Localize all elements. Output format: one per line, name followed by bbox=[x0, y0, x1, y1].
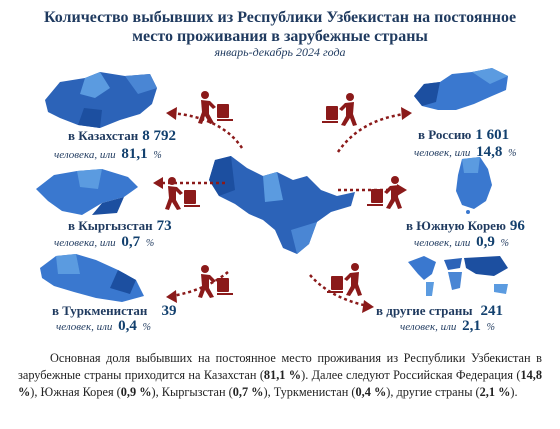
kazakhstan-share: человека, или 81,1 % bbox=[54, 146, 162, 163]
arrow-to-kazakhstan bbox=[171, 111, 244, 149]
other-name: в другие страны bbox=[376, 303, 473, 318]
kyrgyzstan-label: в Кыргызстан 73 bbox=[68, 218, 172, 235]
russia-map bbox=[414, 68, 508, 110]
title-line-1: Количество выбывших из Республики Узбеки… bbox=[43, 9, 517, 26]
para-text-2: ). Далее следуют Российская Федерация ( bbox=[301, 368, 521, 382]
para-bold-5: 0,4 % bbox=[355, 385, 387, 399]
other-pct: 2,1 bbox=[462, 318, 481, 334]
para-text-5: ), Туркменистан ( bbox=[263, 385, 356, 399]
russia-unit: % bbox=[508, 148, 517, 159]
title-line-2: место проживания в зарубежные страны bbox=[132, 28, 428, 45]
arrow-to-turkmenistan bbox=[171, 271, 229, 298]
kyrgyzstan-prefix: человека, или bbox=[54, 237, 116, 249]
para-bold-1: 81,1 % bbox=[263, 368, 302, 382]
turkmenistan-unit: % bbox=[142, 322, 151, 333]
turkmenistan-prefix: человек, или bbox=[56, 321, 113, 333]
russia-prefix: человек, или bbox=[414, 147, 471, 159]
kyrgyzstan-count: 73 bbox=[156, 218, 172, 234]
korea-unit: % bbox=[500, 238, 509, 249]
kyrgyzstan-share: человека, или 0,7 % bbox=[54, 234, 154, 251]
para-text-4: ), Кыргызстан ( bbox=[151, 385, 233, 399]
subtitle: январь-декабрь 2024 года bbox=[214, 45, 346, 59]
korea-name: в Южную Корею bbox=[406, 218, 506, 233]
other-count: 241 bbox=[480, 303, 504, 319]
kazakhstan-pct: 81,1 bbox=[121, 146, 148, 162]
turkmenistan-name: в Туркменистан bbox=[52, 303, 148, 318]
kazakhstan-unit: % bbox=[153, 150, 162, 161]
russia-name: в Россию bbox=[418, 127, 472, 142]
turkmenistan-map bbox=[40, 254, 144, 302]
russia-label: в Россию 1 601 bbox=[418, 127, 509, 144]
other-share: человек, или 2,1 % bbox=[400, 318, 495, 335]
arrow-to-russia bbox=[336, 112, 406, 153]
world-map bbox=[408, 256, 508, 296]
turkmenistan-label: в Туркменистан 39 bbox=[52, 303, 176, 320]
other-label: в другие страны 241 bbox=[376, 303, 503, 320]
turkmenistan-share: человек, или 0,4 % bbox=[56, 318, 151, 335]
para-bold-2: 14,8 % bbox=[18, 368, 542, 399]
kazakhstan-count: 8 792 bbox=[142, 128, 176, 144]
para-text-7: ). bbox=[510, 385, 518, 399]
kazakhstan-label: в Казахстан 8 792 bbox=[68, 128, 176, 145]
kyrgyzstan-map bbox=[36, 169, 138, 215]
emigrant-icon bbox=[322, 93, 357, 126]
summary-paragraph: Основная доля выбывших на постоянное мес… bbox=[18, 350, 542, 401]
korea-share: человек, или 0,9 % bbox=[414, 234, 509, 251]
turkmenistan-count: 39 bbox=[161, 303, 177, 319]
korea-pct: 0,9 bbox=[476, 234, 495, 250]
korea-label: в Южную Корею 96 bbox=[406, 218, 525, 235]
para-text-1: Основная доля выбывших на постоянное мес… bbox=[18, 351, 542, 382]
korea-prefix: человек, или bbox=[414, 237, 471, 249]
other-prefix: человек, или bbox=[400, 321, 457, 333]
para-text-6: ), другие страны ( bbox=[386, 385, 480, 399]
turkmenistan-pct: 0,4 bbox=[118, 318, 137, 334]
kazakhstan-name: в Казахстан bbox=[68, 128, 139, 143]
russia-share: человек, или 14,8 % bbox=[414, 144, 516, 161]
other-unit: % bbox=[486, 322, 495, 333]
south-korea-map bbox=[456, 157, 492, 214]
uzbekistan-map bbox=[209, 156, 355, 254]
korea-count: 96 bbox=[509, 218, 525, 234]
emigrant-icon bbox=[367, 176, 402, 209]
kazakhstan-prefix: человека, или bbox=[54, 149, 116, 161]
kazakhstan-map bbox=[45, 72, 157, 128]
kyrgyzstan-unit: % bbox=[145, 238, 155, 249]
emigrant-icon bbox=[165, 177, 200, 210]
emigrant-icon bbox=[198, 91, 233, 124]
para-bold-4: 0,7 % bbox=[232, 385, 264, 399]
russia-count: 1 601 bbox=[475, 127, 510, 143]
para-bold-3: 0,9 % bbox=[120, 385, 152, 399]
para-text-3: ), Южная Корея ( bbox=[30, 385, 121, 399]
emigrant-icon bbox=[327, 263, 362, 296]
emigrant-icon bbox=[198, 265, 233, 298]
kyrgyzstan-name: в Кыргызстан bbox=[68, 218, 153, 233]
kyrgyzstan-pct: 0,7 bbox=[121, 234, 141, 250]
russia-pct: 14,8 bbox=[476, 144, 503, 160]
arrow-to-other bbox=[309, 274, 369, 308]
para-bold-6: 2,1 % bbox=[479, 385, 511, 399]
